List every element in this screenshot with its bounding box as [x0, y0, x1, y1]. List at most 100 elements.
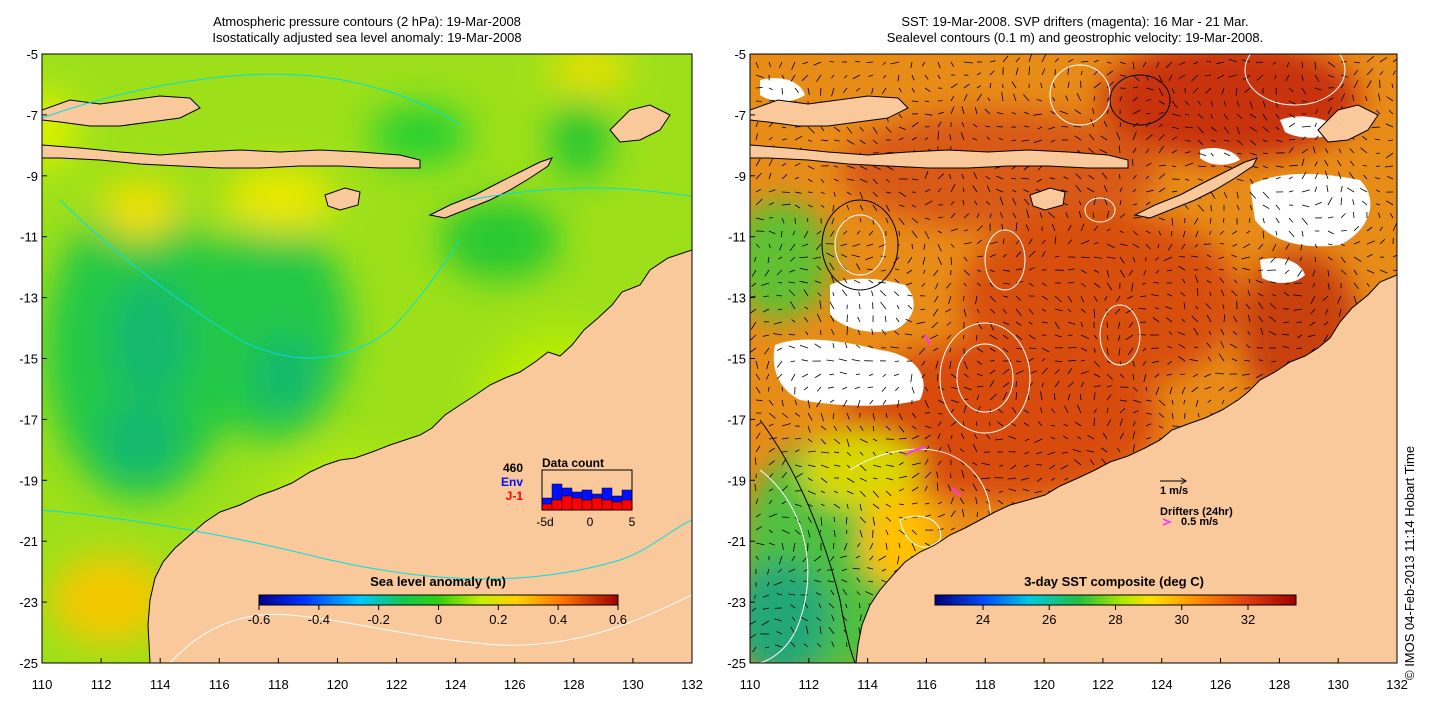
velocity-arrow: [972, 137, 978, 141]
velocity-arrow: [974, 200, 978, 206]
sst-tick-label: 26: [1042, 612, 1056, 627]
velocity-arrow: [872, 204, 878, 212]
velocity-arrow: [872, 464, 882, 468]
velocity-arrow: [1093, 242, 1099, 245]
velocity-arrow: [1327, 282, 1330, 290]
velocity-arrow: [1054, 334, 1062, 338]
velocity-arrow: [1284, 282, 1290, 285]
velocity-arrow: [1209, 217, 1212, 224]
velocity-arrow: [1076, 93, 1082, 102]
velocity-arrow: [1197, 113, 1204, 119]
left-title-line2: Isostatically adjusted sea level anomaly…: [212, 30, 522, 45]
velocity-arrow: [845, 603, 848, 609]
inset-xtick-1: 0: [587, 515, 594, 529]
velocity-arrow: [788, 568, 796, 573]
velocity-arrow: [1106, 228, 1111, 232]
velocity-arrow: [872, 425, 875, 432]
velocity-arrow: [1167, 293, 1173, 297]
velocity-arrow: [1023, 165, 1030, 171]
velocity-arrow: [1119, 187, 1123, 193]
velocity-arrow: [1179, 61, 1186, 66]
velocity-arrow: [911, 204, 917, 208]
velocity-arrow: [1301, 136, 1306, 141]
velocity-arrow: [1165, 61, 1173, 69]
left-ytick-label: -13: [19, 291, 38, 306]
velocity-arrow: [885, 425, 891, 431]
australia-landmass-right: [855, 274, 1397, 663]
velocity-arrow: [805, 625, 809, 635]
velocity-arrow: [831, 217, 835, 225]
velocity-arrow: [1054, 369, 1060, 375]
velocity-arrow: [833, 529, 836, 537]
velocity-arrow: [1132, 174, 1137, 180]
velocity-arrow: [1268, 331, 1277, 336]
velocity-arrow: [890, 346, 900, 349]
velocity-arrow: [1197, 126, 1204, 134]
velocity-arrow: [794, 162, 801, 167]
velocity-arrow: [1249, 204, 1253, 211]
velocity-arrow: [950, 96, 955, 102]
velocity-arrow: [1337, 295, 1342, 304]
velocity-arrow: [755, 513, 761, 518]
velocity-arrow: [911, 386, 915, 394]
velocity-arrow: [937, 256, 942, 265]
velocity-arrow: [833, 126, 841, 132]
velocity-arrow: [885, 152, 894, 154]
velocity-arrow: [947, 484, 952, 492]
velocity-arrow: [1106, 347, 1109, 355]
velocity-arrow: [1385, 123, 1394, 128]
velocity-arrow: [1209, 291, 1212, 297]
velocity-arrow: [898, 437, 907, 440]
right-xtick-label: 112: [798, 677, 819, 692]
velocity-arrow: [773, 581, 783, 586]
velocity-arrow: [1158, 100, 1166, 105]
velocity-arrow: [872, 490, 879, 498]
velocity-arrow: [1052, 83, 1056, 89]
velocity-arrow: [1106, 61, 1112, 64]
velocity-arrow: [975, 421, 978, 427]
left-ytick-label: -17: [19, 412, 38, 427]
velocity-arrow: [846, 490, 854, 495]
velocity-arrow: [781, 386, 783, 392]
velocity-arrow: [1106, 334, 1109, 341]
velocity-arrow: [1118, 334, 1121, 342]
velocity-arrow: [1244, 360, 1251, 362]
velocity-arrow: [880, 301, 887, 310]
velocity-arrow: [898, 87, 902, 93]
velocity-arrow: [855, 373, 861, 375]
velocity-arrow: [1041, 347, 1050, 353]
velocity-arrow: [1262, 126, 1270, 133]
velocity-arrow: [976, 85, 982, 89]
velocity-arrow: [911, 412, 917, 419]
velocity-arrow: [1015, 295, 1022, 301]
right-ytick-label: -25: [727, 656, 746, 671]
velocity-arrow: [924, 113, 933, 116]
velocity-arrow: [829, 399, 835, 403]
velocity-arrow: [820, 412, 824, 422]
lesser-sunda-islands-right: [750, 144, 1129, 169]
velocity-arrow: [898, 113, 903, 119]
sla-colorbar-bar: [258, 594, 619, 606]
velocity-arrow: [937, 111, 944, 115]
velocity-arrow: [962, 421, 965, 427]
velocity-arrow: [1340, 83, 1344, 89]
velocity-arrow: [755, 198, 763, 206]
left-xtick-label: 128: [563, 677, 585, 692]
velocity-arrow: [843, 542, 848, 551]
velocity-arrow: [976, 239, 983, 245]
velocity-arrow: [976, 347, 984, 353]
velocity-arrow: [1119, 61, 1126, 65]
right-xtick-label: 120: [1033, 677, 1055, 692]
velocity-arrow: [816, 230, 822, 235]
velocity-arrow: [911, 217, 919, 224]
velocity-arrow: [906, 269, 913, 274]
velocity-arrow: [1359, 187, 1368, 193]
velocity-arrow: [1195, 399, 1199, 407]
velocity-arrow: [869, 399, 874, 405]
velocity-arrow: [867, 386, 874, 388]
velocity-arrow: [1236, 152, 1242, 155]
velocity-arrow: [1312, 269, 1316, 277]
sst-tick-label: 32: [1241, 612, 1255, 627]
velocity-arrow: [1050, 436, 1056, 440]
velocity-arrow: [963, 373, 969, 378]
